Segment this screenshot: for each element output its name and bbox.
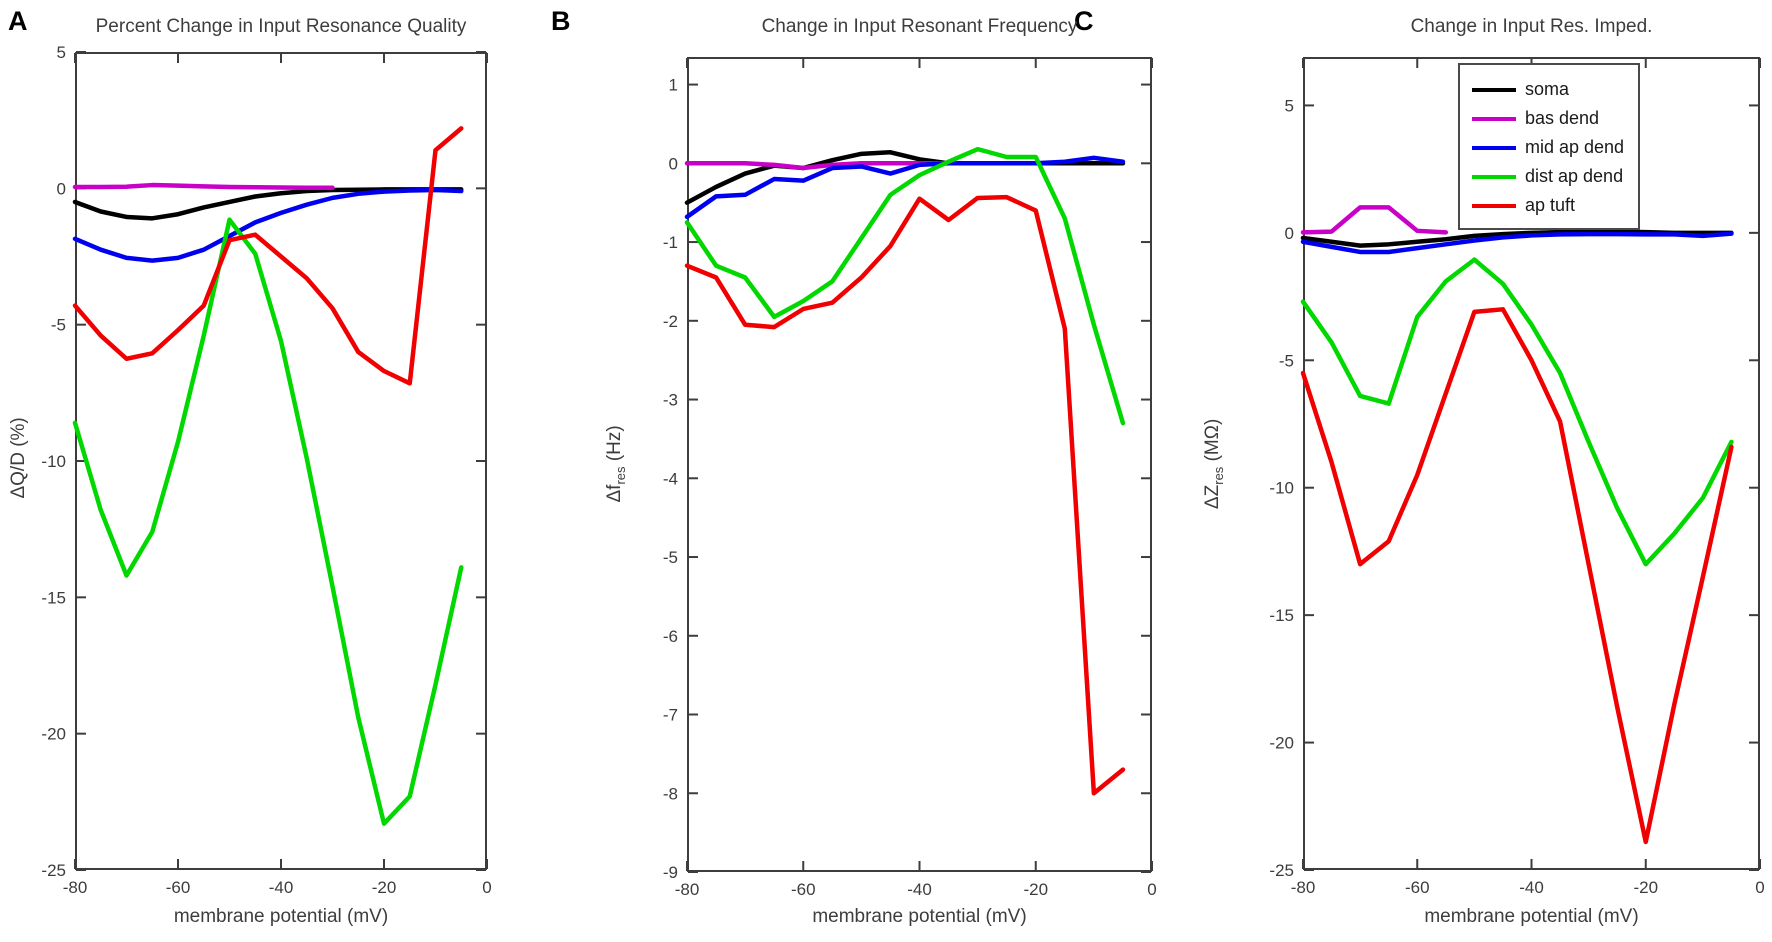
series-mid-ap-dend	[1300, 231, 1734, 255]
axes-box	[75, 52, 487, 870]
panel-letter-b: B	[551, 6, 571, 36]
series-bas-dend	[72, 182, 335, 191]
series-dist-ap-dend	[72, 217, 464, 826]
legend-item-mid-ap-dend: mid ap dend	[1472, 133, 1634, 162]
y-tick-label: -5	[51, 316, 66, 335]
x-axis-label-a: membrane potential (mV)	[173, 906, 389, 927]
y-axis-label-b-text: Δf	[604, 484, 626, 503]
panel-letter-a: A	[8, 6, 28, 36]
x-tick-label: -40	[269, 878, 294, 897]
x-tick-label: -80	[675, 880, 700, 899]
legend-swatch	[1472, 145, 1516, 150]
y-tick-label: -10	[1269, 479, 1294, 498]
x-axis-label-b: membrane potential (mV)	[812, 906, 1027, 927]
x-tick-label: -20	[1633, 878, 1658, 897]
y-tick-label: 0	[669, 154, 678, 173]
y-tick-label: -6	[663, 627, 678, 646]
plot-area-c: -80 -60 -40 -20 0 5 0 -5 -10 -15 -20 -25	[1269, 57, 1765, 897]
panel-title-a: Percent Change in Input Resonance Qualit…	[95, 16, 467, 37]
y-tick-label: -15	[41, 588, 66, 607]
y-tick-label: -10	[41, 452, 66, 471]
y-tick-label: -15	[1269, 606, 1294, 625]
x-tick-label: -60	[791, 880, 816, 899]
legend-label: soma	[1525, 79, 1570, 99]
y-tick-label: 5	[57, 43, 66, 62]
y-axis-label-c-text: ΔZ	[1202, 484, 1224, 510]
plot-area-b: -80 -60 -40 -20 0 1 0 -1 -2 -3 -4 -5 -6 -7 -8 -9	[663, 57, 1157, 899]
y-tick-label: -4	[663, 469, 678, 488]
series-dist-ap-dend	[1300, 257, 1734, 567]
panel-title-b: Change in Input Resonant Frequency	[761, 16, 1078, 37]
x-tick-label: 0	[1147, 880, 1156, 899]
legend-label: mid ap dend	[1525, 137, 1625, 157]
legend-label: bas dend	[1525, 108, 1600, 128]
series-soma	[684, 150, 1126, 205]
legend-swatch	[1472, 87, 1516, 92]
series-mid-ap-dend	[72, 187, 464, 263]
x-tick-label: 0	[1755, 878, 1764, 897]
y-tick-label: -3	[663, 391, 678, 410]
series-dist-ap-dend	[684, 146, 1126, 426]
plot-area-a: -80 -60 -40 -20 0 5 0 -5 -10 -15 -20 -25	[41, 43, 491, 897]
y-tick-label: -2	[663, 312, 678, 331]
y-tick-label: 0	[1285, 224, 1294, 243]
y-tick-label: -7	[663, 706, 678, 725]
y-tick-label: -20	[1269, 734, 1294, 753]
y-tick-label: -25	[41, 861, 66, 880]
series-bas-dend	[684, 161, 951, 171]
legend: soma bas dend mid ap dend dist ap dend ap tu…	[1458, 63, 1640, 230]
x-tick-label: -80	[1291, 878, 1316, 897]
y-tick-label: -20	[41, 725, 66, 744]
y-tick-label: 0	[57, 179, 66, 198]
x-axis-label-c: membrane potential (mV)	[1424, 906, 1639, 927]
y-axis-label-c-sub: res	[1210, 466, 1226, 485]
x-tick-label: -40	[907, 880, 932, 899]
y-axis-label-a-unit: (%)	[8, 417, 30, 453]
panel-title-c: Change in Input Res. Imped.	[1410, 16, 1653, 37]
legend-item-dist-ap-dend: dist ap dend	[1472, 162, 1634, 191]
y-tick-label: -5	[1279, 351, 1294, 370]
x-tick-label: 0	[482, 878, 491, 897]
y-tick-label: -1	[663, 233, 678, 252]
legend-swatch	[1472, 174, 1516, 179]
series-ap-tuft	[72, 126, 464, 386]
panel-letter-c: C	[1074, 6, 1094, 36]
y-axis-label-a: ΔQ/D (%)	[8, 338, 32, 578]
x-tick-label: -40	[1519, 878, 1544, 897]
series-bas-dend	[1300, 205, 1449, 235]
x-tick-label: -20	[372, 878, 397, 897]
y-axis-label-b-sub: res	[612, 466, 628, 485]
y-tick-label: -9	[663, 863, 678, 882]
x-tick-label: -60	[166, 878, 191, 897]
series-ap-tuft	[1300, 307, 1734, 845]
legend-label: dist ap dend	[1525, 166, 1624, 186]
y-axis-label-b: Δfres (Hz)	[604, 344, 628, 584]
x-tick-label: -60	[1405, 878, 1430, 897]
legend-item-bas-dend: bas dend	[1472, 104, 1634, 133]
y-tick-label: 1	[669, 76, 678, 95]
series-soma	[72, 187, 464, 221]
y-tick-label: -8	[663, 784, 678, 803]
series-ap-tuft	[684, 194, 1126, 796]
y-axis-label-b-unit: (Hz)	[604, 425, 626, 467]
y-axis-label-c-unit: (MΩ)	[1202, 418, 1224, 467]
y-tick-label: 5	[1285, 96, 1294, 115]
y-tick-label: -25	[1269, 861, 1294, 880]
y-tick-label: -5	[663, 548, 678, 567]
legend-swatch	[1472, 203, 1516, 208]
x-tick-label: -80	[63, 878, 88, 897]
legend-item-soma: soma	[1472, 75, 1634, 104]
y-axis-label-c: ΔZres (MΩ)	[1202, 344, 1226, 584]
x-tick-label: -20	[1023, 880, 1048, 899]
axes-box	[687, 57, 1152, 872]
legend-label: ap tuft	[1525, 195, 1576, 215]
legend-swatch	[1472, 116, 1516, 121]
legend-item-ap-tuft: ap tuft	[1472, 191, 1634, 220]
y-axis-label-a-text: ΔQ/D	[8, 452, 30, 499]
series-mid-ap-dend	[684, 155, 1126, 220]
